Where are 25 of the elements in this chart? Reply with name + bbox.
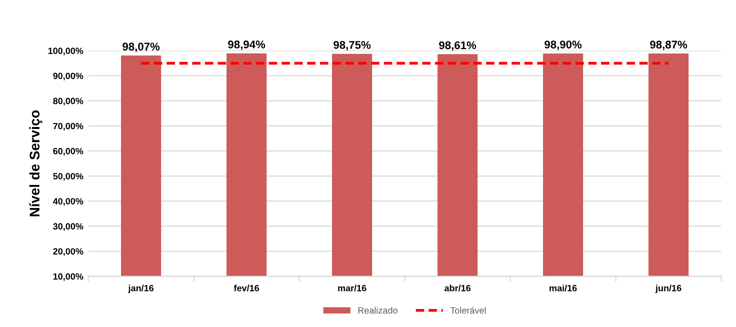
x-tick-label: mar/16 bbox=[338, 284, 366, 292]
y-tick-label: 50,00% bbox=[53, 173, 84, 181]
y-tick-label: 20,00% bbox=[53, 248, 84, 256]
y-tick-label: 40,00% bbox=[52, 198, 84, 206]
y-tick-label: 70,00% bbox=[53, 122, 84, 131]
y-tick-label: 90,00% bbox=[53, 72, 84, 80]
y-tick-label: 100,00% bbox=[48, 48, 84, 56]
y-tick-label: 30,00% bbox=[53, 223, 84, 231]
data-label: 98,61% bbox=[439, 41, 476, 51]
data-label: 98,94% bbox=[228, 40, 266, 50]
x-tick-label: mai/16 bbox=[550, 284, 577, 292]
legend-label: Realizado bbox=[358, 307, 398, 314]
data-label: 98,07% bbox=[122, 42, 160, 52]
x-tick-label: abr/16 bbox=[444, 284, 471, 292]
x-tick-label: jun/16 bbox=[655, 284, 682, 294]
y-tick-label: 10,00% bbox=[53, 273, 84, 281]
data-label: 98,75% bbox=[334, 40, 371, 50]
legend-label: Tolerável bbox=[450, 306, 486, 314]
y-axis-title: Nível de Serviço bbox=[29, 110, 42, 216]
data-label: 98,87% bbox=[650, 40, 688, 50]
y-tick-label: 80,00% bbox=[53, 98, 84, 106]
y-tick-label: 60,00% bbox=[53, 148, 84, 156]
data-label: 98,90% bbox=[544, 40, 582, 50]
x-tick-label: jan/16 bbox=[128, 284, 154, 294]
x-tick-label: fev/16 bbox=[234, 284, 260, 292]
